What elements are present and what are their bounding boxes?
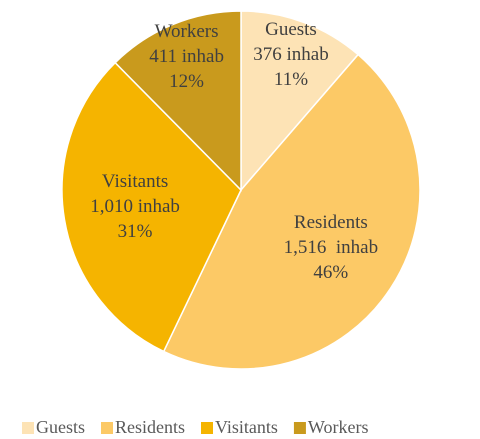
- data-label-percent: 12%: [169, 71, 204, 92]
- legend-label: Workers: [308, 417, 369, 437]
- data-label-name: Guests: [265, 19, 317, 40]
- legend: Guests Residents Visitants Workers: [22, 417, 368, 437]
- pie-slice: [162, 53, 421, 370]
- data-label-value: 376 inhab: [253, 44, 328, 65]
- legend-swatch: [293, 422, 306, 434]
- legend-label: Visitants: [215, 417, 278, 437]
- data-label-name: Residents: [294, 212, 368, 233]
- legend-swatch: [22, 422, 34, 434]
- data-label-value: 1,010 inhab: [90, 196, 180, 217]
- pie-slice: [61, 61, 242, 353]
- legend-label: Guests: [36, 417, 85, 437]
- pie-slice: [114, 10, 242, 192]
- data-label-percent: 11%: [274, 69, 308, 90]
- data-label-value: 411 inhab: [149, 46, 224, 67]
- pie-slice: [240, 10, 360, 193]
- data-label-value: 1,516 inhab: [284, 237, 378, 258]
- data-label-name: Visitants: [102, 171, 168, 192]
- legend-swatch: [101, 422, 113, 434]
- data-label-name: Workers: [155, 21, 219, 42]
- legend-swatch: [201, 422, 213, 434]
- legend-label: Residents: [115, 417, 185, 437]
- data-label-percent: 31%: [118, 221, 153, 242]
- data-label-percent: 46%: [313, 262, 348, 283]
